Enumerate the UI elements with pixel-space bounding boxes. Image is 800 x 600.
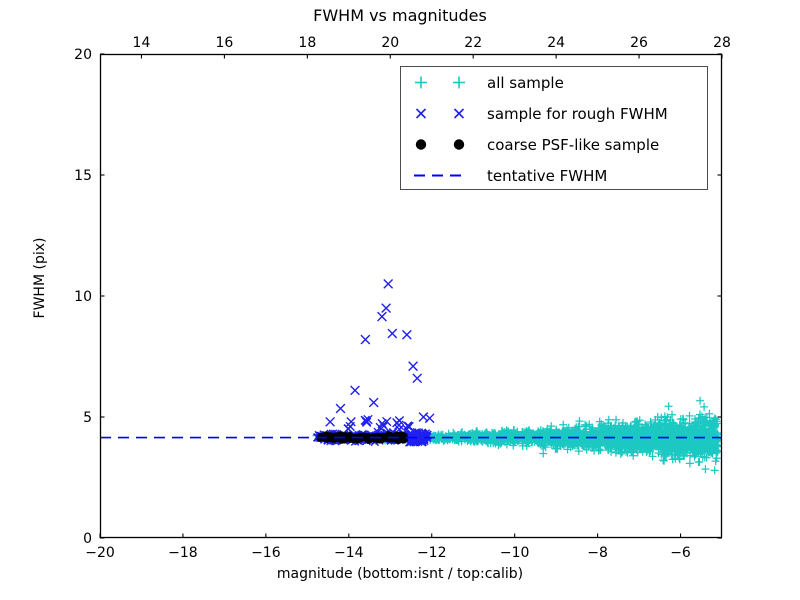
svg-text:24: 24 [547, 35, 565, 51]
legend-label: all sample [487, 73, 564, 92]
svg-text:10: 10 [74, 289, 92, 305]
dashed-line-icon [414, 174, 466, 177]
legend-item-rough-fwhm: sample for rough FWHM [401, 98, 707, 129]
svg-text:−16: −16 [251, 545, 281, 561]
chart-title: FWHM vs magnitudes [313, 6, 487, 25]
svg-text:14: 14 [133, 35, 151, 51]
svg-text:5: 5 [83, 410, 92, 426]
svg-text:26: 26 [630, 35, 648, 51]
svg-text:−12: −12 [417, 545, 447, 561]
chart-legend: all sample sample for rough FWHM coarse … [400, 66, 708, 190]
svg-text:−8: −8 [587, 545, 608, 561]
svg-text:−6: −6 [670, 545, 691, 561]
legend-item-all-sample: all sample [401, 67, 707, 98]
legend-label: sample for rough FWHM [487, 104, 668, 123]
svg-text:−10: −10 [500, 545, 530, 561]
svg-text:18: 18 [298, 35, 316, 51]
svg-text:20: 20 [381, 35, 399, 51]
series-all-sample [312, 396, 722, 475]
legend-item-tentative-fwhm: tentative FWHM [401, 160, 707, 191]
cross-icon [415, 108, 465, 119]
svg-text:22: 22 [464, 35, 482, 51]
svg-text:28: 28 [713, 35, 731, 51]
legend-label: tentative FWHM [487, 166, 608, 185]
svg-text:−14: −14 [334, 545, 364, 561]
axes-frame: −20 −18 −16 −14 −12 −10 −8 −6 14 16 18 20 22 24 26 28 0 5… [74, 35, 731, 561]
svg-text:−20: −20 [85, 545, 115, 561]
svg-text:20: 20 [74, 47, 92, 63]
x-axis-label: magnitude (bottom:isnt / top:calib) [276, 566, 524, 582]
y-axis-label: FWHM (pix) [32, 237, 48, 319]
svg-text:0: 0 [83, 531, 92, 547]
svg-text:16: 16 [215, 35, 233, 51]
legend-item-coarse-psf: coarse PSF-like sample [401, 129, 707, 160]
plus-icon [415, 76, 465, 89]
svg-text:15: 15 [74, 168, 92, 184]
dot-icon [415, 139, 465, 150]
legend-label: coarse PSF-like sample [487, 135, 660, 154]
svg-text:−18: −18 [168, 545, 198, 561]
